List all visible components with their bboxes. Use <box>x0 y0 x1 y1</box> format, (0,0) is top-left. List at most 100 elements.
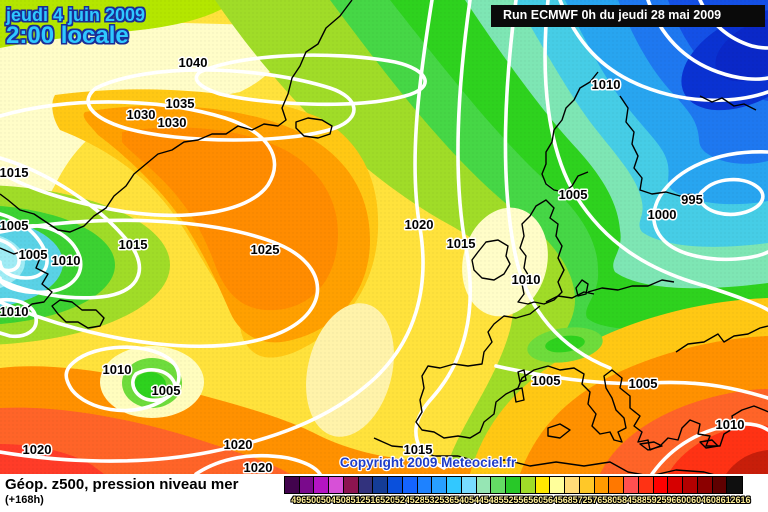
colorbar-cell <box>343 477 359 493</box>
forecast-date: jeudi 4 juin 2009 <box>6 5 146 25</box>
colorbar-tick: 552 <box>498 495 514 505</box>
pressure-label: 1020 <box>224 437 253 452</box>
pressure-label: 1005 <box>559 187 588 202</box>
pressure-label: 1010 <box>52 253 81 268</box>
colorbar-tick: 560 <box>528 495 544 505</box>
colorbar-tick: 584 <box>617 495 633 505</box>
colorbar-tick: 508 <box>335 495 351 505</box>
colorbar-cell <box>653 477 669 493</box>
colorbar-cell <box>550 477 566 493</box>
pressure-label: 1015 <box>404 442 433 457</box>
ireland-coast <box>471 239 511 281</box>
colorbar-tick: 544 <box>468 495 484 505</box>
colorbar-tick: 532 <box>424 495 440 505</box>
colorbar-tick: 564 <box>543 495 559 505</box>
pressure-label: 1010 <box>592 77 621 92</box>
pressure-label: 1030 <box>158 115 187 130</box>
colorbar-cell <box>358 477 374 493</box>
pressure-label: 1030 <box>127 107 156 122</box>
colorbar-cell <box>668 477 684 493</box>
pressure-label: 1005 <box>0 218 28 233</box>
greenland-coast <box>0 0 353 233</box>
run-info-box: Run ECMWF 0h du jeudi 28 mai 2009 <box>491 5 765 27</box>
colorbar-tick: 536 <box>439 495 455 505</box>
pressure-label: 995 <box>681 192 703 207</box>
colorbar-tick: 556 <box>513 495 529 505</box>
colorbar-tick: 592 <box>646 495 662 505</box>
pressure-label: 1015 <box>119 237 148 252</box>
colorbar-tick: 596 <box>661 495 677 505</box>
pressure-label: 1010 <box>103 362 132 377</box>
colorbar-tick: 604 <box>691 495 707 505</box>
colorbar-tick: 568 <box>557 495 573 505</box>
colorbar-tick: 576 <box>587 495 603 505</box>
colorbar-cell <box>727 477 742 493</box>
colorbar-cell <box>447 477 462 493</box>
colorbar-cells <box>284 476 743 494</box>
colorbar-cell <box>579 477 595 493</box>
pressure-label: 1005 <box>532 373 561 388</box>
forecast-hour: (+168h) <box>5 494 44 506</box>
colorbar-cell <box>417 477 433 493</box>
sardinia-corsica-coast <box>513 369 527 403</box>
isobar-layer <box>0 0 768 474</box>
colorbar-cell <box>299 477 315 493</box>
colorbar-cell <box>506 477 521 493</box>
colorbar-cell <box>638 477 654 493</box>
copyright-text: Copyright 2009 Meteociel.fr <box>340 455 517 470</box>
colorbar-cell <box>461 477 477 493</box>
colorbar-tick: 572 <box>572 495 588 505</box>
colorbar-cell <box>565 477 580 493</box>
colorbar-tick: 512 <box>350 495 366 505</box>
pressure-label: 1035 <box>166 96 195 111</box>
halftone-overlay <box>0 0 768 474</box>
newfoundland-coast <box>0 247 53 315</box>
pressure-label: 1010 <box>716 417 745 432</box>
colorbar-cell <box>683 477 698 493</box>
colorbar-tick: 524 <box>394 495 410 505</box>
colorbar-tick: 600 <box>676 495 692 505</box>
colorbar-tick: 504 <box>320 495 336 505</box>
colorbar-cell <box>594 477 610 493</box>
map-title: Géop. z500, pression niveau mer <box>5 476 239 493</box>
colorbar-tick: 608 <box>705 495 721 505</box>
pressure-label: 1010 <box>512 272 541 287</box>
black-sea-north-coast <box>675 325 768 353</box>
colorbar-tick: 540 <box>454 495 470 505</box>
footer-bar: Géop. z500, pression niveau mer (+168h) … <box>0 474 768 512</box>
colorbar-tick: 528 <box>409 495 425 505</box>
forecast-map: 1040 1035 1030 1030 1025 1020 1015 1010 1010 1005… <box>0 0 768 474</box>
pressure-label: 1025 <box>251 242 280 257</box>
pressure-label: 1005 <box>152 383 181 398</box>
pressure-label: 1015 <box>0 165 28 180</box>
colorbar-cell <box>314 477 330 493</box>
colorbar-tick: 520 <box>380 495 396 505</box>
crete-cyprus-coast <box>639 439 719 451</box>
colorbar-cell <box>373 477 389 493</box>
north-africa-coast <box>373 437 714 474</box>
colorbar-cell <box>476 477 492 493</box>
kola-coast <box>699 95 757 111</box>
coastline-layer <box>0 0 768 474</box>
pressure-label: 1020 <box>244 460 273 474</box>
pressure-label: 1010 <box>0 304 28 319</box>
colorbar-cell <box>609 477 625 493</box>
sicily-coast <box>547 423 571 439</box>
colorbar-cell <box>535 477 551 493</box>
date-block: jeudi 4 juin 2009 2:00 locale <box>6 6 145 49</box>
colorbar-cell <box>520 477 536 493</box>
colorbar-ticks: 496 500 504 508 512 516 520 524 528 532 536 540 544 5… <box>284 494 750 506</box>
pressure-label: 1015 <box>447 236 476 251</box>
colorbar-tick: 516 <box>365 495 381 505</box>
colorbar: 496 500 504 508 512 516 520 524 528 532 536 540 544 5… <box>284 476 751 508</box>
pressure-label: 1040 <box>179 55 208 70</box>
pressure-label: 1000 <box>648 207 677 222</box>
pressure-label: 1005 <box>629 376 658 391</box>
colorbar-tick: 500 <box>306 495 322 505</box>
north-sea-baltic-south-coast <box>545 279 675 303</box>
forecast-time: 2:00 locale <box>6 22 129 50</box>
colorbar-cell <box>624 477 639 493</box>
europe-mediterranean-coast <box>415 305 768 451</box>
colorbar-tick: 588 <box>631 495 647 505</box>
